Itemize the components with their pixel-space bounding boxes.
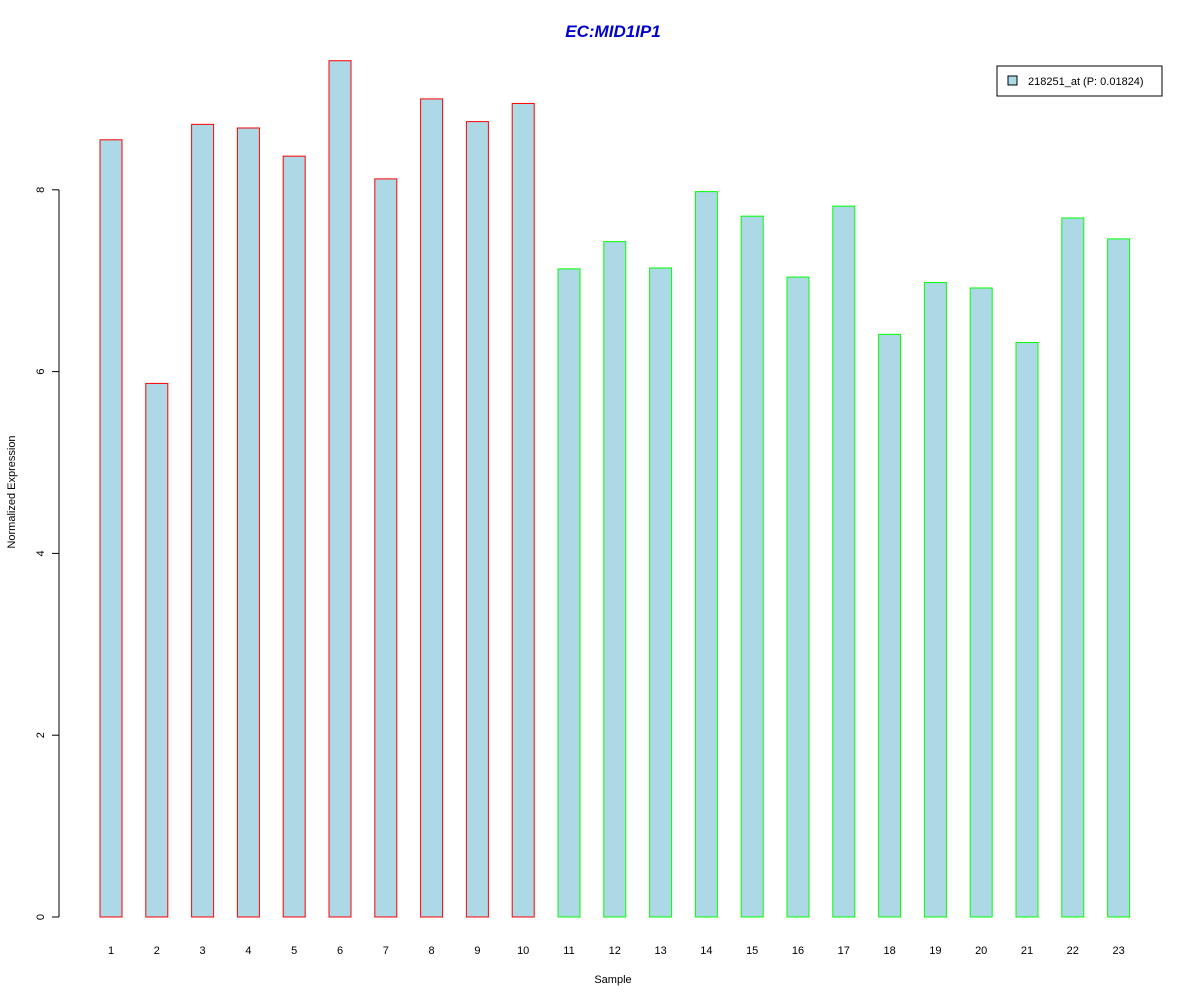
bar-sample-21 bbox=[1015, 342, 1039, 918]
bar-sample-20 bbox=[969, 287, 993, 918]
x-tick-label: 22 bbox=[1067, 945, 1079, 957]
legend-label: 218251_at (P: 0.01824) bbox=[1028, 76, 1144, 88]
x-tick-label: 2 bbox=[154, 945, 160, 957]
x-tick-label: 3 bbox=[200, 945, 206, 957]
x-tick-label: 20 bbox=[975, 945, 987, 957]
x-tick-label: 10 bbox=[517, 945, 529, 957]
bar-sample-5 bbox=[282, 155, 306, 918]
bar-sample-17 bbox=[832, 205, 856, 918]
x-tick-label: 17 bbox=[838, 945, 850, 957]
legend-box bbox=[996, 65, 1163, 97]
bar-sample-23 bbox=[1107, 238, 1131, 918]
x-tick-label: 6 bbox=[337, 945, 343, 957]
y-tick-label: 8 bbox=[35, 187, 47, 193]
x-tick-label: 13 bbox=[654, 945, 666, 957]
bar-sample-2 bbox=[145, 382, 169, 918]
x-tick-label: 12 bbox=[609, 945, 621, 957]
bar-sample-9 bbox=[465, 121, 489, 918]
x-axis: 1 2 3 4 5 6 7 8 9 10 11 12 13 14 15 16 17 18 19 20 21 22 23 bbox=[108, 945, 1125, 957]
legend-swatch bbox=[1007, 75, 1018, 86]
bar-sample-15 bbox=[740, 215, 764, 918]
x-tick-label: 11 bbox=[563, 945, 574, 957]
x-tick-label: 19 bbox=[929, 945, 941, 957]
bar-sample-16 bbox=[786, 276, 810, 918]
y-axis-label: Normalized Expression bbox=[6, 435, 18, 548]
y-tick-label: 6 bbox=[35, 369, 47, 375]
bars-group bbox=[99, 60, 1131, 918]
bar-sample-18 bbox=[878, 333, 902, 918]
bar-sample-8 bbox=[420, 98, 444, 918]
bar-sample-1 bbox=[99, 139, 123, 918]
y-tick-label: 4 bbox=[35, 550, 47, 556]
x-tick-label: 1 bbox=[108, 945, 114, 957]
bar-sample-14 bbox=[694, 191, 718, 918]
x-tick-label: 18 bbox=[883, 945, 895, 957]
x-tick-label: 4 bbox=[245, 945, 251, 957]
legend: 218251_at (P: 0.01824) bbox=[996, 65, 1163, 97]
y-tick-label: 2 bbox=[35, 732, 47, 738]
x-axis-label: Sample bbox=[594, 974, 631, 986]
x-tick-label: 16 bbox=[792, 945, 804, 957]
x-tick-label: 8 bbox=[429, 945, 435, 957]
chart-title: EC:MID1IP1 bbox=[565, 22, 660, 41]
bar-sample-6 bbox=[328, 60, 352, 918]
bar-sample-19 bbox=[923, 282, 947, 918]
x-tick-label: 21 bbox=[1021, 945, 1033, 957]
y-axis: 0 2 4 6 8 bbox=[35, 187, 60, 920]
x-tick-label: 5 bbox=[291, 945, 297, 957]
x-tick-label: 9 bbox=[474, 945, 480, 957]
bar-sample-4 bbox=[236, 127, 260, 918]
x-tick-label: 15 bbox=[746, 945, 758, 957]
bar-sample-3 bbox=[191, 123, 215, 918]
bar-sample-22 bbox=[1061, 217, 1085, 918]
x-tick-label: 23 bbox=[1112, 945, 1124, 957]
bar-sample-7 bbox=[374, 178, 398, 918]
bar-sample-11 bbox=[557, 268, 581, 918]
y-tick-label: 0 bbox=[35, 914, 47, 920]
bar-sample-13 bbox=[649, 267, 673, 918]
bar-sample-12 bbox=[603, 241, 627, 918]
x-tick-label: 14 bbox=[700, 945, 712, 957]
x-tick-label: 7 bbox=[383, 945, 389, 957]
bar-sample-10 bbox=[511, 102, 535, 918]
